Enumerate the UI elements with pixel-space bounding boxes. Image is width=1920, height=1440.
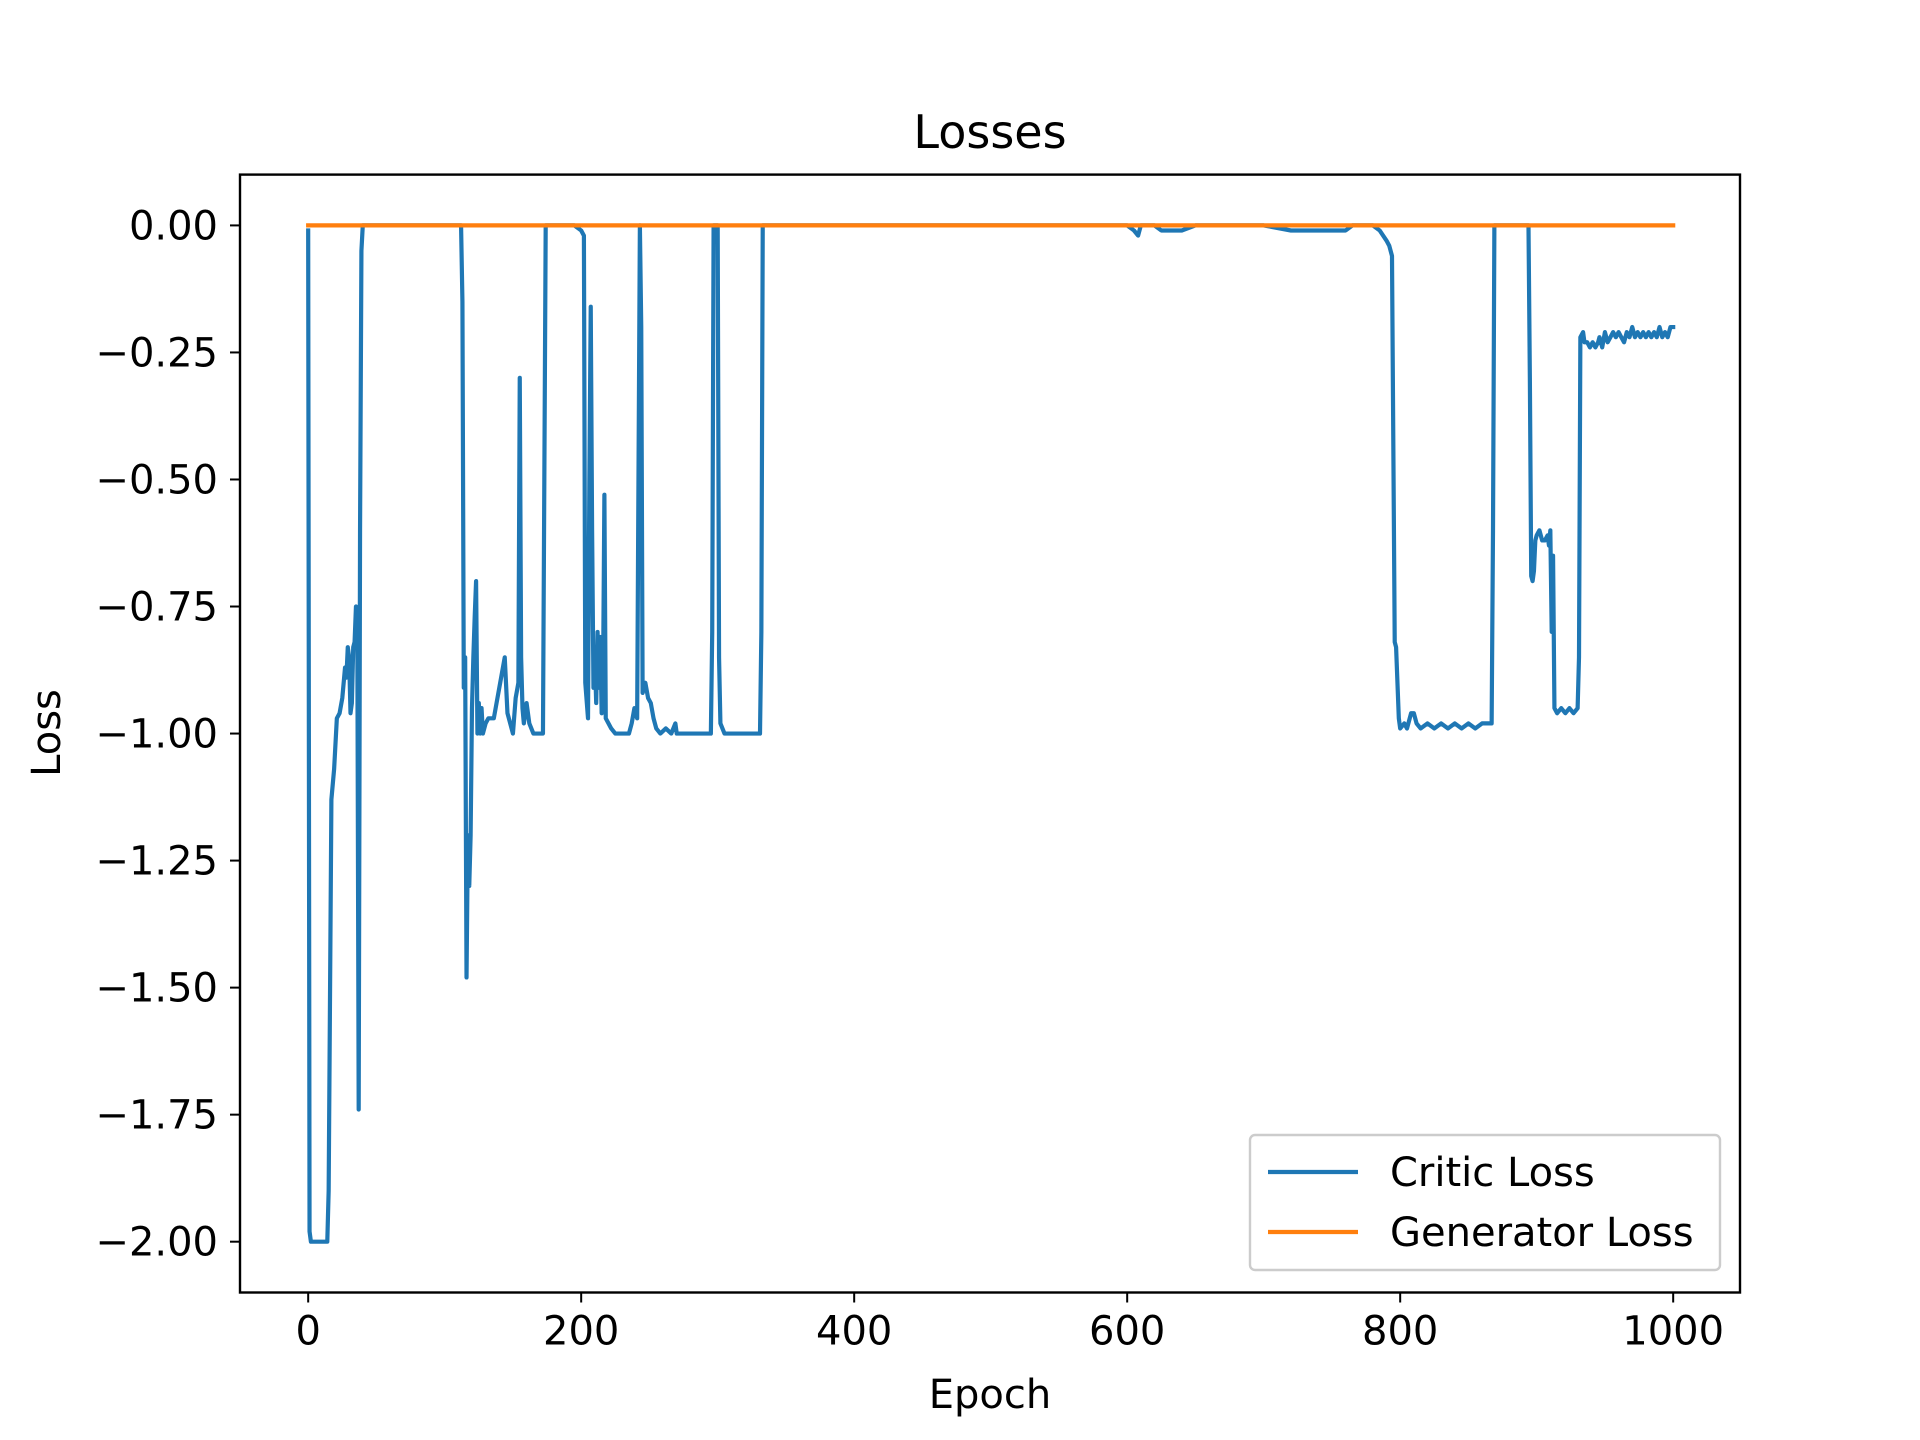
x-tick-label: 600 [1089, 1309, 1165, 1355]
y-tick-label: −0.25 [95, 330, 218, 376]
series-line-critic-loss [306, 223, 1676, 1244]
y-tick-label: 0.00 [129, 203, 218, 249]
y-tick-label: −0.50 [95, 457, 218, 503]
x-axis-label: Epoch [929, 1372, 1051, 1418]
x-tick-label: 200 [543, 1309, 619, 1355]
plot-area-background [240, 174, 1740, 1293]
y-axis-label: Loss [24, 689, 70, 777]
y-tick-label: −1.75 [95, 1093, 218, 1139]
y-tick-label: −2.00 [95, 1220, 218, 1266]
x-tick-label: 400 [816, 1309, 892, 1355]
x-tick-label: 0 [295, 1309, 320, 1355]
x-tick-label: 800 [1362, 1309, 1438, 1355]
legend: Critic Loss Generator Loss [1248, 1133, 1722, 1272]
legend-label-critic-loss: Critic Loss [1390, 1150, 1595, 1196]
x-axis-ticks: 0 200 400 600 800 1000 [295, 1292, 1724, 1355]
x-tick-label: 1000 [1622, 1309, 1724, 1355]
y-tick-label: −1.50 [95, 966, 218, 1012]
legend-box [1248, 1133, 1722, 1272]
y-tick-label: −1.00 [95, 712, 218, 758]
y-tick-label: −1.25 [95, 839, 218, 885]
y-tick-label: −0.75 [95, 585, 218, 631]
legend-label-generator-loss: Generator Loss [1390, 1210, 1694, 1256]
series-layer [306, 223, 1676, 1244]
chart-title: Losses [913, 105, 1066, 159]
y-axis-ticks: 0.00 −0.25 −0.50 −0.75 −1.00 −1.25 −1.50 −1.75 −… [95, 203, 240, 1266]
